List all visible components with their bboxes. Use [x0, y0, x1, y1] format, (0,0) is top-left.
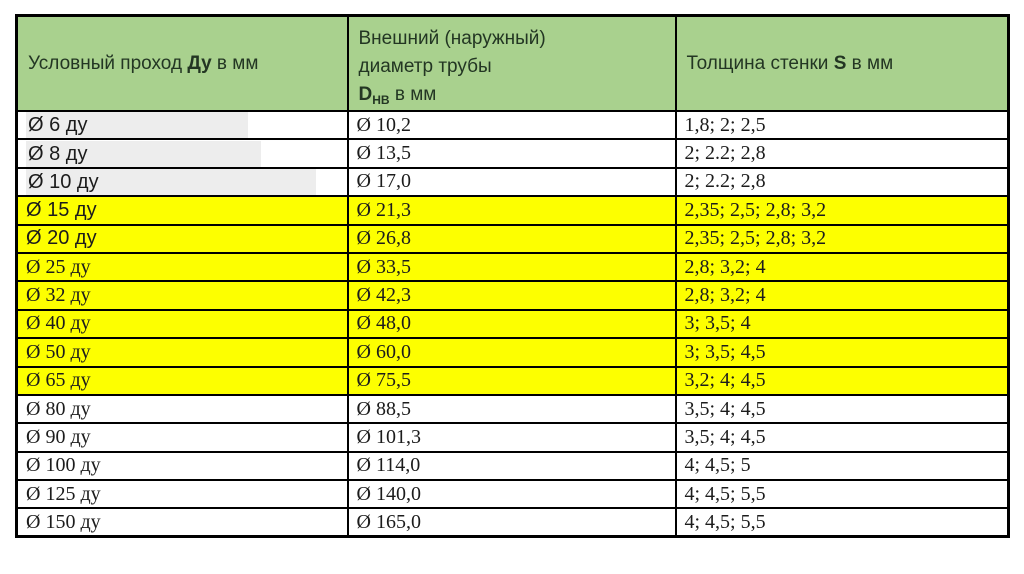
header-outer-diameter-suffix: в мм [389, 84, 437, 105]
header-wall-thickness-suffix: в мм [846, 52, 894, 74]
cell-outer-diameter: Ø 13,5 [346, 138, 677, 169]
cell-outer-diameter: Ø 60,0 [346, 337, 677, 368]
cell-outer-diameter: Ø 33,5 [346, 251, 677, 283]
cell-nominal-bore: Ø 15 ду [15, 195, 349, 226]
header-row: Условный проход Ду в мм Внешний (наружны… [15, 14, 1010, 112]
header-outer-diameter: Внешний (наружный) диаметр трубы DНВ в м… [346, 14, 677, 112]
cell-outer-diameter: Ø 101,3 [346, 422, 677, 453]
cell-wall-thickness: 3; 3,5; 4,5 [674, 337, 1010, 368]
cell-wall-thickness: 2,8; 3,2; 4 [674, 251, 1010, 283]
cell-nominal-bore: Ø 50 ду [15, 337, 349, 368]
cell-nominal-bore: Ø 8 ду [15, 138, 349, 169]
table-row: Ø 125 ду Ø 140,0 4; 4,5; 5,5 [15, 479, 1010, 510]
header-outer-diameter-line2: диаметр трубы [358, 56, 492, 77]
table-row: Ø 100 ду Ø 114,0 4; 4,5; 5 [15, 450, 1010, 482]
table-row: Ø 8 ду Ø 13,5 2; 2.2; 2,8 [15, 138, 1010, 169]
cell-nominal-bore: Ø 20 ду [15, 223, 349, 254]
header-outer-diameter-line1: Внешний (наружный) [358, 28, 546, 49]
table-row: Ø 6 ду Ø 10,2 1,8; 2; 2,5 [15, 109, 1010, 141]
cell-wall-thickness: 3; 3,5; 4 [674, 308, 1010, 340]
table-row: Ø 50 ду Ø 60,0 3; 3,5; 4,5 [15, 337, 1010, 368]
cell-wall-thickness: 3,5; 4; 4,5 [674, 393, 1010, 425]
cell-wall-thickness: 2,35; 2,5; 2,8; 3,2 [674, 195, 1010, 226]
cell-wall-thickness: 2; 2.2; 2,8 [674, 138, 1010, 169]
table-row: Ø 40 ду Ø 48,0 3; 3,5; 4 [15, 308, 1010, 340]
cell-wall-thickness: 2,35; 2,5; 2,8; 3,2 [674, 223, 1010, 254]
marked-label: Ø 8 ду [26, 141, 261, 166]
cell-nominal-bore: Ø 65 ду [15, 365, 349, 396]
cell-wall-thickness: 4; 4,5; 5,5 [674, 479, 1010, 510]
cell-nominal-bore: Ø 10 ду [15, 166, 349, 198]
table-row: Ø 25 ду Ø 33,5 2,8; 3,2; 4 [15, 251, 1010, 283]
table-row: Ø 150 ду Ø 165,0 4; 4,5; 5,5 [15, 507, 1010, 538]
table-row: Ø 65 ду Ø 75,5 3,2; 4; 4,5 [15, 365, 1010, 396]
cell-wall-thickness: 1,8; 2; 2,5 [674, 109, 1010, 141]
header-nominal-bore-prefix: Условный проход [28, 52, 188, 74]
header-outer-diameter-subscript: НВ [372, 93, 390, 107]
table-body: Ø 6 ду Ø 10,2 1,8; 2; 2,5 Ø 8 ду Ø 13,5 2; 2.… [15, 109, 1010, 538]
table-row: Ø 32 ду Ø 42,3 2,8; 3,2; 4 [15, 280, 1010, 311]
cell-outer-diameter: Ø 165,0 [346, 507, 677, 538]
header-nominal-bore: Условный проход Ду в мм [15, 14, 349, 112]
marked-label: Ø 10 ду [26, 169, 316, 195]
cell-nominal-bore: Ø 25 ду [15, 251, 349, 283]
table-row: Ø 10 ду Ø 17,0 2; 2.2; 2,8 [15, 166, 1010, 198]
cell-nominal-bore: Ø 125 ду [15, 479, 349, 510]
header-outer-diameter-symbol: D [358, 84, 373, 105]
header-wall-thickness-symbol: S [833, 52, 847, 74]
header-nominal-bore-symbol: Ду [187, 52, 212, 74]
cell-outer-diameter: Ø 26,8 [346, 223, 677, 254]
cell-outer-diameter: Ø 17,0 [346, 166, 677, 198]
header-wall-thickness-prefix: Толщина стенки [686, 52, 834, 74]
cell-nominal-bore: Ø 150 ду [15, 507, 349, 538]
marked-label: Ø 6 ду [26, 113, 248, 138]
cell-wall-thickness: 3,2; 4; 4,5 [674, 365, 1010, 396]
table-row: Ø 15 ду Ø 21,3 2,35; 2,5; 2,8; 3,2 [15, 195, 1010, 226]
table-row: Ø 20 ду Ø 26,8 2,35; 2,5; 2,8; 3,2 [15, 223, 1010, 254]
cell-nominal-bore: Ø 32 ду [15, 280, 349, 311]
cell-outer-diameter: Ø 10,2 [346, 109, 677, 141]
table-row: Ø 80 ду Ø 88,5 3,5; 4; 4,5 [15, 393, 1010, 425]
cell-wall-thickness: 2; 2.2; 2,8 [674, 166, 1010, 198]
cell-outer-diameter: Ø 75,5 [346, 365, 677, 396]
cell-outer-diameter: Ø 21,3 [346, 195, 677, 226]
header-wall-thickness: Толщина стенки S в мм [674, 14, 1010, 112]
pipe-dimensions-table: Условный проход Ду в мм Внешний (наружны… [15, 14, 1010, 539]
cell-wall-thickness: 3,5; 4; 4,5 [674, 422, 1010, 453]
cell-wall-thickness: 2,8; 3,2; 4 [674, 280, 1010, 311]
cell-wall-thickness: 4; 4,5; 5,5 [674, 507, 1010, 538]
header-outer-diameter-line3: DНВ в мм [358, 81, 674, 109]
header-nominal-bore-suffix: в мм [211, 52, 259, 74]
cell-outer-diameter: Ø 48,0 [346, 308, 677, 340]
cell-outer-diameter: Ø 114,0 [346, 450, 677, 482]
cell-nominal-bore: Ø 80 ду [15, 393, 349, 425]
cell-nominal-bore: Ø 6 ду [15, 109, 349, 141]
cell-outer-diameter: Ø 42,3 [346, 280, 677, 311]
cell-nominal-bore: Ø 100 ду [15, 450, 349, 482]
cell-nominal-bore: Ø 40 ду [15, 308, 349, 340]
cell-wall-thickness: 4; 4,5; 5 [674, 450, 1010, 482]
cell-outer-diameter: Ø 140,0 [346, 479, 677, 510]
cell-nominal-bore: Ø 90 ду [15, 422, 349, 453]
cell-outer-diameter: Ø 88,5 [346, 393, 677, 425]
table-row: Ø 90 ду Ø 101,3 3,5; 4; 4,5 [15, 422, 1010, 453]
